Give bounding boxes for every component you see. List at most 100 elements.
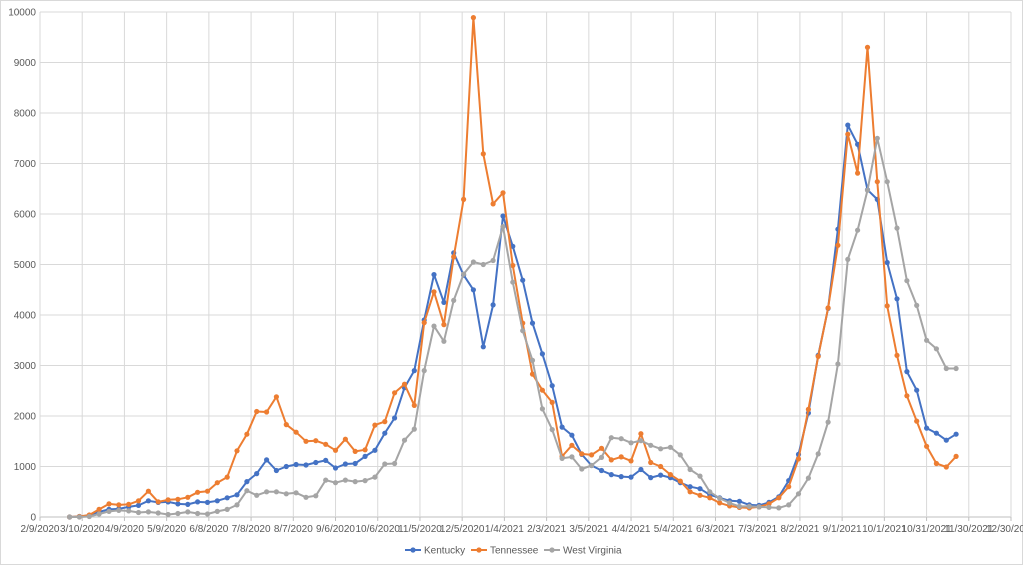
data-point-tennessee bbox=[539, 387, 546, 393]
data-point-kentucky bbox=[480, 344, 486, 350]
x-tick-label: 6/8/2020 bbox=[189, 524, 228, 535]
data-point-kentucky bbox=[539, 351, 546, 357]
data-point-kentucky bbox=[845, 122, 851, 128]
data-point-tennessee bbox=[116, 502, 122, 508]
data-point-west-virginia bbox=[864, 187, 871, 193]
data-point-west-virginia bbox=[323, 477, 329, 483]
data-point-west-virginia bbox=[86, 513, 92, 520]
data-point-tennessee bbox=[224, 474, 230, 480]
data-point-tennessee bbox=[795, 456, 802, 462]
data-point-tennessee bbox=[776, 495, 782, 501]
data-point-kentucky bbox=[323, 457, 329, 463]
y-tick-label: 10000 bbox=[8, 8, 36, 19]
data-point-kentucky bbox=[884, 259, 890, 266]
data-point-west-virginia bbox=[421, 368, 427, 374]
data-point-west-virginia bbox=[707, 489, 713, 495]
data-point-tennessee bbox=[372, 422, 378, 428]
legend-label: West Virginia bbox=[563, 546, 622, 557]
data-point-tennessee bbox=[805, 406, 812, 412]
data-point-west-virginia bbox=[273, 489, 279, 495]
data-point-west-virginia bbox=[943, 365, 949, 372]
data-point-kentucky bbox=[510, 243, 516, 249]
y-tick-label: 4000 bbox=[14, 311, 37, 322]
data-point-west-virginia bbox=[135, 509, 142, 516]
data-point-kentucky bbox=[628, 474, 634, 480]
data-point-tennessee bbox=[953, 453, 959, 459]
data-point-tennessee bbox=[461, 196, 467, 202]
data-point-tennessee bbox=[264, 409, 270, 415]
data-point-west-virginia bbox=[894, 225, 900, 231]
data-point-west-virginia bbox=[924, 337, 930, 343]
series-layer bbox=[67, 15, 959, 520]
y-tick-label: 8000 bbox=[14, 109, 37, 120]
data-point-west-virginia bbox=[303, 494, 309, 500]
data-point-west-virginia bbox=[549, 427, 555, 433]
data-point-kentucky bbox=[332, 465, 339, 471]
data-point-tennessee bbox=[884, 303, 890, 309]
data-point-west-virginia bbox=[539, 406, 546, 412]
x-tick-label: 3/5/2021 bbox=[569, 524, 608, 535]
data-point-kentucky bbox=[608, 472, 614, 478]
data-point-kentucky bbox=[283, 463, 289, 470]
data-point-tennessee bbox=[411, 402, 417, 408]
data-point-tennessee bbox=[845, 131, 851, 137]
x-tick-label: 8/7/2020 bbox=[274, 524, 313, 535]
data-point-west-virginia bbox=[825, 419, 831, 425]
data-point-west-virginia bbox=[786, 502, 792, 508]
data-point-tennessee bbox=[815, 353, 821, 359]
data-point-tennessee bbox=[441, 322, 447, 328]
data-point-tennessee bbox=[874, 179, 880, 185]
data-point-tennessee bbox=[470, 15, 476, 21]
data-point-tennessee bbox=[185, 494, 191, 500]
data-point-kentucky bbox=[470, 287, 476, 293]
x-tick-label: 4/9/2020 bbox=[105, 524, 144, 535]
data-point-tennessee bbox=[894, 352, 900, 358]
x-tick-label: 11/5/2020 bbox=[398, 524, 442, 535]
y-tick-label: 6000 bbox=[14, 210, 37, 221]
data-point-west-virginia bbox=[805, 475, 812, 481]
data-point-west-virginia bbox=[204, 511, 211, 517]
data-point-tennessee bbox=[579, 451, 585, 457]
data-point-west-virginia bbox=[431, 323, 437, 329]
data-point-west-virginia bbox=[855, 227, 861, 233]
data-point-kentucky bbox=[135, 502, 142, 508]
data-point-tennessee bbox=[864, 44, 871, 50]
data-point-west-virginia bbox=[392, 460, 398, 467]
data-point-kentucky bbox=[352, 460, 358, 467]
data-point-tennessee bbox=[618, 454, 624, 460]
data-point-west-virginia bbox=[313, 493, 319, 499]
data-point-kentucky bbox=[411, 368, 417, 374]
series-west-virginia bbox=[67, 135, 959, 520]
series-line-kentucky bbox=[69, 124, 957, 518]
data-point-tennessee bbox=[825, 305, 831, 311]
data-point-tennessee bbox=[431, 289, 437, 295]
data-point-west-virginia bbox=[283, 491, 289, 497]
data-point-west-virginia bbox=[224, 506, 230, 512]
data-point-kentucky bbox=[441, 299, 447, 305]
data-point-tennessee bbox=[195, 489, 201, 495]
data-point-kentucky bbox=[736, 498, 743, 504]
data-point-west-virginia bbox=[372, 474, 378, 480]
y-tick-label: 9000 bbox=[14, 58, 37, 69]
data-point-tennessee bbox=[175, 496, 181, 502]
data-point-tennessee bbox=[362, 447, 368, 453]
data-point-west-virginia bbox=[254, 492, 260, 498]
data-point-kentucky bbox=[943, 437, 949, 443]
data-point-kentucky bbox=[894, 296, 900, 302]
x-tick-label: 10/31/2021 bbox=[902, 524, 952, 535]
data-point-west-virginia bbox=[884, 179, 890, 185]
data-point-west-virginia bbox=[608, 435, 614, 441]
data-point-kentucky bbox=[175, 501, 181, 507]
data-point-west-virginia bbox=[904, 278, 910, 284]
data-point-tennessee bbox=[451, 254, 457, 260]
data-point-kentucky bbox=[303, 462, 309, 468]
data-point-kentucky bbox=[392, 415, 398, 421]
data-point-kentucky bbox=[293, 461, 299, 468]
x-axis-ticks: 2/9/2020 3/10/2020 4/9/2020 5/9/2020 6/8/202… bbox=[21, 524, 1023, 535]
x-tick-label: 12/5/2020 bbox=[440, 524, 485, 535]
x-tick-label: 9/1/2021 bbox=[823, 524, 862, 535]
data-point-kentucky bbox=[224, 495, 230, 501]
data-point-west-virginia bbox=[727, 500, 733, 506]
data-point-kentucky bbox=[687, 484, 693, 490]
data-point-kentucky bbox=[638, 466, 644, 473]
